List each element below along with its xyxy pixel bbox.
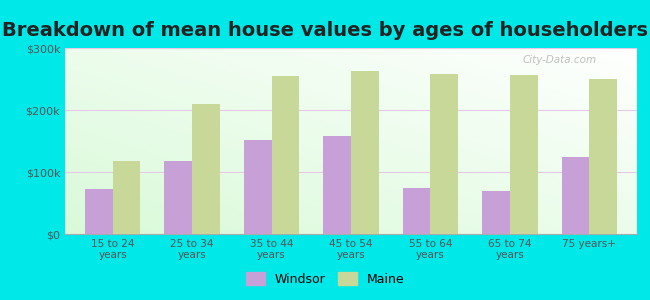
Bar bbox=[164, 161, 192, 234]
Bar bbox=[482, 191, 510, 234]
Bar bbox=[402, 188, 430, 234]
Text: City-Data.com: City-Data.com bbox=[523, 55, 597, 65]
Bar bbox=[272, 76, 300, 234]
Bar bbox=[430, 74, 458, 234]
Bar bbox=[510, 75, 538, 234]
Bar bbox=[351, 71, 379, 234]
Bar bbox=[562, 157, 590, 234]
Bar bbox=[323, 136, 351, 234]
Bar bbox=[112, 161, 140, 234]
Bar bbox=[244, 140, 272, 234]
Bar bbox=[192, 104, 220, 234]
Bar bbox=[590, 79, 617, 234]
Bar bbox=[85, 189, 112, 234]
Legend: Windsor, Maine: Windsor, Maine bbox=[240, 267, 410, 291]
Text: Breakdown of mean house values by ages of householders: Breakdown of mean house values by ages o… bbox=[2, 21, 648, 40]
